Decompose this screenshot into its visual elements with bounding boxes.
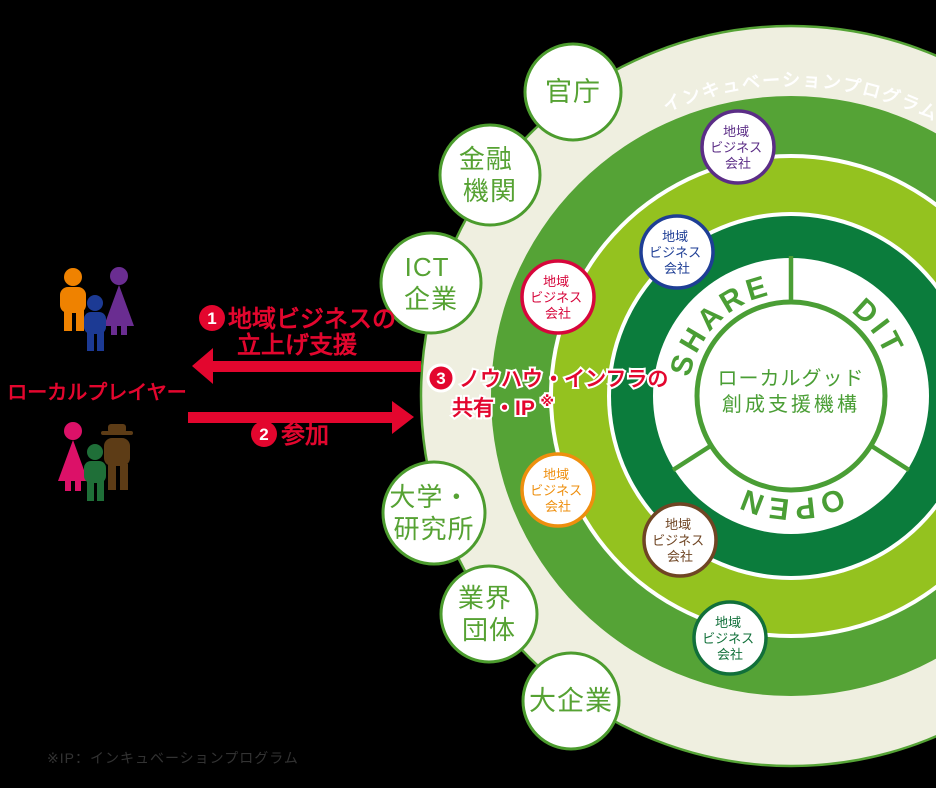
core-inner-circle (694, 299, 888, 493)
company-circle-navy: 地域 ビジネス 会社 (639, 214, 715, 290)
company-circle (700, 109, 776, 185)
stakeholder-circle (523, 42, 623, 142)
step-3: 3 ノウハウ・インフラの 共有・IP ※ (426, 363, 670, 422)
stakeholder-label: 官庁 (545, 77, 601, 107)
arrow-left-icon (192, 348, 421, 384)
company-circle-green: 地域 ビジネス 会社 (692, 600, 768, 676)
person-hat-icon (101, 424, 133, 490)
divider-lower-right (868, 443, 911, 472)
company-label: 地域 ビジネス 会社 (530, 274, 586, 321)
people-group-top (60, 267, 134, 351)
stakeholder-circle (439, 564, 539, 664)
footnote: ※IP：インキュベーションプログラム (47, 750, 299, 766)
local-players: ローカルプレイヤー (7, 267, 187, 501)
company-circle-orange: 地域 ビジネス 会社 (520, 452, 596, 528)
company-circle-brown: 地域 ビジネス 会社 (642, 502, 718, 578)
person-man-front-icon (84, 444, 106, 501)
flow-arrows (188, 348, 421, 434)
step-3-badge (426, 363, 456, 393)
step-1-badge (199, 305, 225, 331)
org-name-line2: 創成支援機構 (722, 393, 860, 416)
step-2-text: 参加 (281, 421, 329, 449)
person-woman-icon (58, 422, 88, 491)
step-3-footnote-mark: ※ (540, 393, 554, 409)
step-2-number: 2 (259, 425, 268, 444)
local-player-label: ローカルプレイヤー (7, 381, 186, 404)
company-circle-purple: 地域 ビジネス 会社 (700, 109, 776, 185)
company-circle (520, 452, 596, 528)
stakeholder-financial: 金融 機関 (438, 123, 542, 227)
company-circle (642, 502, 718, 578)
stakeholder-circles: 官庁 金融 機関 ICT 企業 大学・ 研究所 業界 (379, 42, 623, 751)
company-circle (692, 600, 768, 676)
stakeholder-label: 大学・ 研究所 (389, 482, 478, 544)
company-label: 地域 ビジネス 会社 (710, 124, 766, 171)
stakeholder-enterprise: 大企業 (521, 651, 621, 751)
step-2: 2 参加 (251, 421, 329, 449)
stakeholder-label: 業界 団体 (458, 583, 520, 645)
company-circle-red: 地域 ビジネス 会社 (520, 259, 596, 335)
step-3-text-line2: 共有・IP ※ (452, 393, 554, 420)
step-1: 1 地域ビジネスの 立上げ支援 (199, 305, 396, 359)
company-label: 地域 ビジネス 会社 (652, 517, 708, 564)
company-label: 地域 ビジネス 会社 (530, 467, 586, 514)
stakeholder-label: 金融 機関 (459, 144, 521, 206)
person-man-icon (60, 268, 86, 331)
stakeholder-industry: 業界 団体 (439, 564, 539, 664)
stakeholder-circle (381, 460, 487, 566)
stakeholder-university: 大学・ 研究所 (381, 460, 487, 566)
step-1-text-line2: 立上げ支援 (237, 331, 358, 359)
stakeholder-circle (521, 651, 621, 751)
step-1-number: 1 (207, 309, 216, 328)
company-circle (520, 259, 596, 335)
step-2-badge (251, 421, 277, 447)
company-circles: 地域 ビジネス 会社 地域 ビジネス 会社 地域 ビジネス 会社 地域 (520, 109, 776, 676)
stakeholder-government: 官庁 (523, 42, 623, 142)
company-circle (639, 214, 715, 290)
company-label: 地域 ビジネス 会社 (649, 229, 705, 276)
step-3-text-line1: ノウハウ・インフラの (459, 368, 668, 391)
stakeholder-ict: ICT 企業 (379, 231, 483, 335)
step-1-text-line1: 地域ビジネスの (228, 306, 396, 333)
stakeholder-label: ICT 企業 (404, 252, 458, 314)
org-name-line1: ローカルグッド (718, 367, 865, 390)
step-3-number: 3 (436, 369, 445, 388)
arrow-right-icon (188, 401, 414, 434)
people-group-bottom (58, 422, 133, 501)
divider-lower-left (671, 443, 714, 472)
person-woman-icon (104, 267, 134, 335)
stakeholder-label: 大企業 (529, 686, 613, 716)
stakeholder-circle (438, 123, 542, 227)
stakeholder-circle (379, 231, 483, 335)
company-label: 地域 ビジネス 会社 (702, 615, 758, 662)
person-man-front-icon (84, 295, 106, 351)
